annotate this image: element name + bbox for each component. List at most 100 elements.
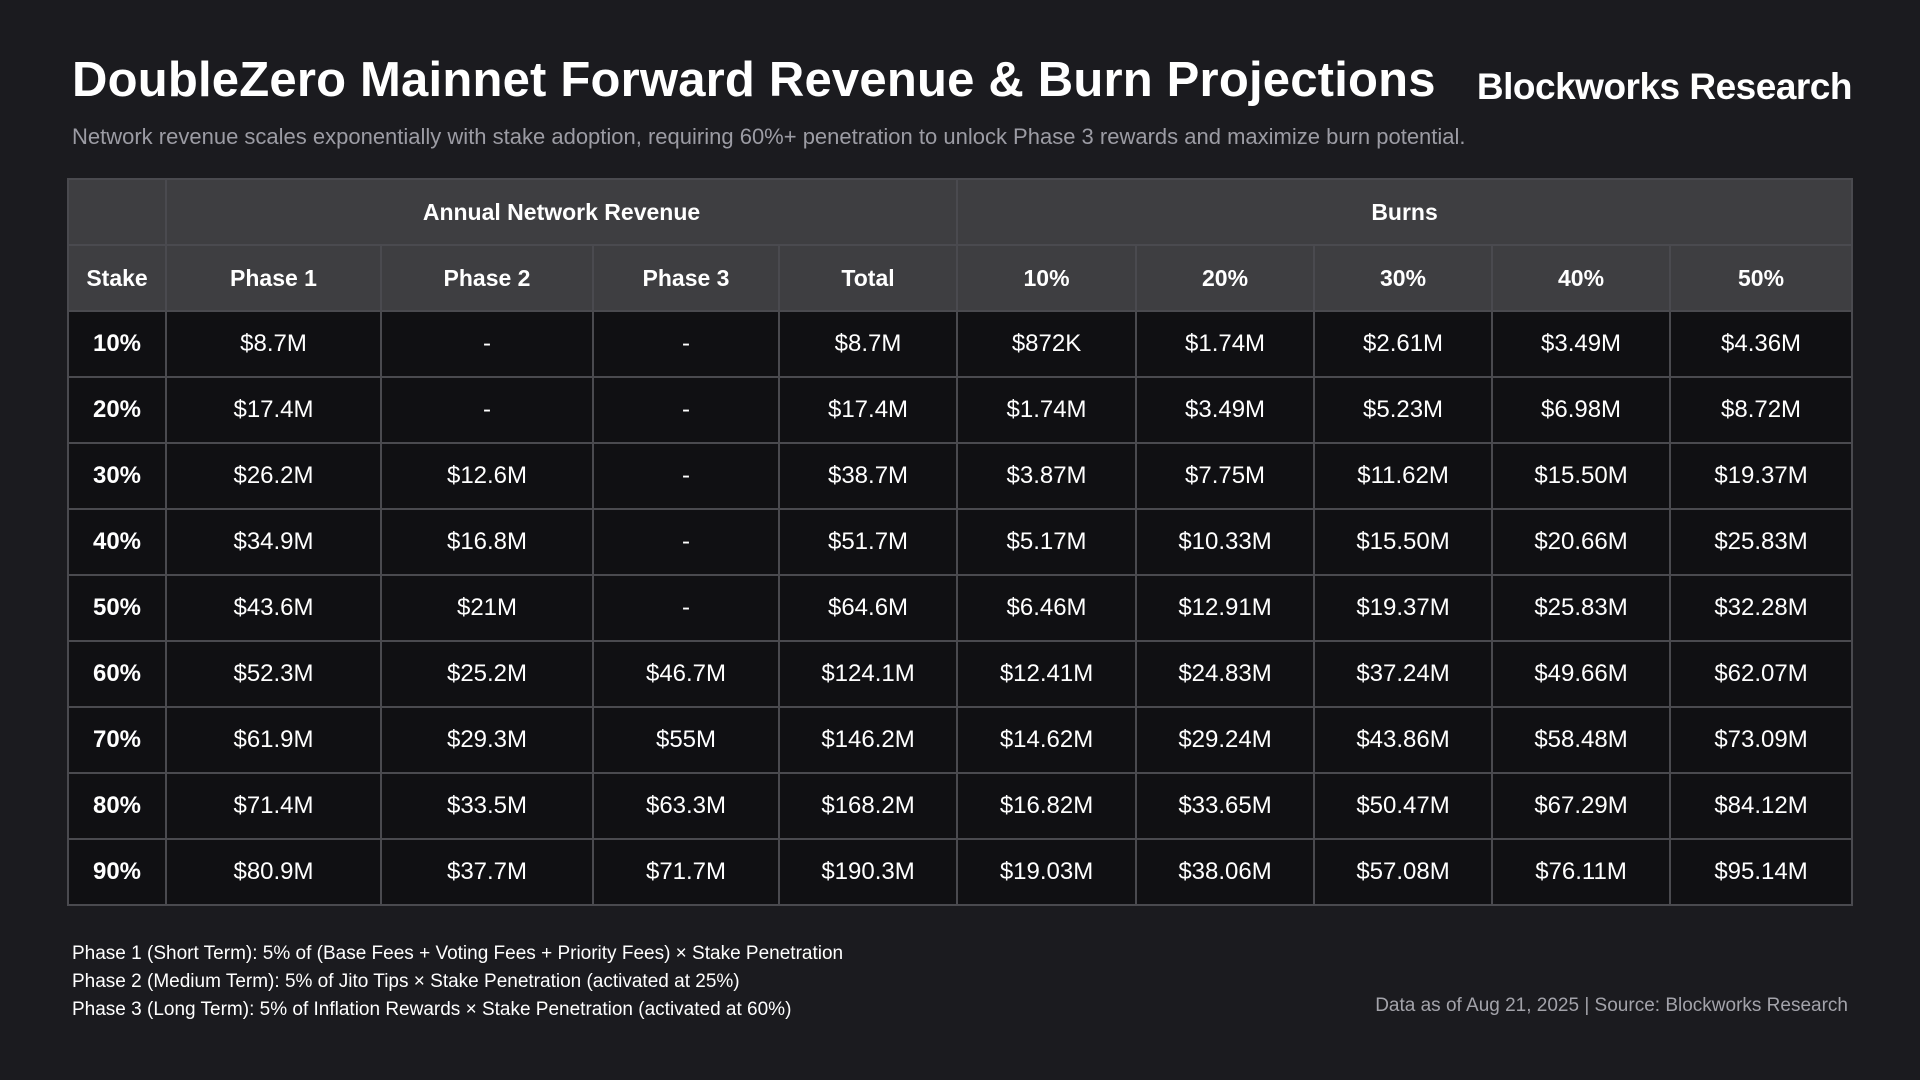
table-cell: $25.2M — [380, 640, 594, 708]
footnote-phase-2: Phase 2 (Medium Term): 5% of Jito Tips ×… — [72, 971, 740, 992]
table-cell: $8.7M — [165, 310, 382, 378]
column-header: Phase 3 — [592, 244, 780, 312]
source-note: Data as of Aug 21, 2025 | Source: Blockw… — [1375, 995, 1848, 1016]
stake-cell: 20% — [67, 376, 167, 444]
table-cell: $6.98M — [1491, 376, 1672, 444]
table-cell: - — [592, 574, 780, 642]
table-cell: $38.06M — [1135, 838, 1316, 906]
column-header: Stake — [67, 244, 167, 312]
table-cell: - — [592, 376, 780, 444]
table-cell: $61.9M — [165, 706, 382, 774]
column-header: Phase 2 — [380, 244, 594, 312]
table-cell: $124.1M — [777, 640, 959, 708]
table-cell: $4.36M — [1669, 310, 1854, 378]
stake-cell: 80% — [67, 772, 167, 840]
stake-cell: 10% — [67, 310, 167, 378]
table-cell: $95.14M — [1669, 838, 1854, 906]
table-cell: $8.7M — [777, 310, 959, 378]
table-row: 90% $80.9M $37.7M $71.7M $190.3M $19.03M $38.0… — [67, 838, 1854, 906]
table-cell: $55M — [592, 706, 780, 774]
table-cell: $37.7M — [380, 838, 594, 906]
table-row: 20% $17.4M - - $17.4M $1.74M $3.49M $5.23M $6.98… — [67, 376, 1854, 444]
footnote-phase-1: Phase 1 (Short Term): 5% of (Base Fees +… — [72, 943, 844, 964]
column-header: 10% — [956, 244, 1138, 312]
column-group-header-row: Annual Network Revenue Burns — [67, 178, 1854, 246]
table-cell: - — [592, 442, 780, 510]
column-group-header — [67, 178, 167, 246]
table-row: 60% $52.3M $25.2M $46.7M $124.1M $12.41M $24.8… — [67, 640, 1854, 708]
methodology-footnotes: Phase 1 (Short Term): 5% of (Base Fees +… — [72, 940, 843, 1024]
table-cell: $34.9M — [165, 508, 382, 576]
table-cell: $19.37M — [1313, 574, 1494, 642]
table-cell: $29.24M — [1135, 706, 1316, 774]
stake-cell: 90% — [67, 838, 167, 906]
table-cell: $12.41M — [956, 640, 1138, 708]
column-header: 40% — [1491, 244, 1672, 312]
table-row: 50% $43.6M $21M - $64.6M $6.46M $12.91M $19.37M… — [67, 574, 1854, 642]
stake-cell: 60% — [67, 640, 167, 708]
table-cell: $11.62M — [1313, 442, 1494, 510]
stake-cell: 30% — [67, 442, 167, 510]
table-cell: $168.2M — [777, 772, 959, 840]
table-cell: $80.9M — [165, 838, 382, 906]
table-cell: $2.61M — [1313, 310, 1494, 378]
table-cell: - — [380, 376, 594, 444]
stake-cell: 70% — [67, 706, 167, 774]
table-cell: $12.6M — [380, 442, 594, 510]
column-header: 20% — [1135, 244, 1316, 312]
table-cell: $67.29M — [1491, 772, 1672, 840]
table-cell: $43.86M — [1313, 706, 1494, 774]
column-group-header: Burns — [956, 178, 1854, 246]
table-cell: $37.24M — [1313, 640, 1494, 708]
table-cell: $7.75M — [1135, 442, 1316, 510]
table-cell: $73.09M — [1669, 706, 1854, 774]
page-title: DoubleZero Mainnet Forward Revenue & Bur… — [72, 53, 1436, 107]
table-cell: $1.74M — [1135, 310, 1316, 378]
table-cell: $10.33M — [1135, 508, 1316, 576]
table-cell: $20.66M — [1491, 508, 1672, 576]
table-cell: $52.3M — [165, 640, 382, 708]
table-cell: $17.4M — [165, 376, 382, 444]
table-cell: $33.5M — [380, 772, 594, 840]
stake-cell: 50% — [67, 574, 167, 642]
table-cell: $3.49M — [1491, 310, 1672, 378]
table-cell: $33.65M — [1135, 772, 1316, 840]
table-cell: - — [592, 508, 780, 576]
table-cell: $25.83M — [1669, 508, 1854, 576]
table-cell: $19.03M — [956, 838, 1138, 906]
stake-cell: 40% — [67, 508, 167, 576]
table-cell: $6.46M — [956, 574, 1138, 642]
table-cell: $872K — [956, 310, 1138, 378]
table-cell: $43.6M — [165, 574, 382, 642]
table-cell: $58.48M — [1491, 706, 1672, 774]
table-cell: $57.08M — [1313, 838, 1494, 906]
brand-logo-text: Blockworks Research — [1476, 66, 1853, 107]
column-header: 30% — [1313, 244, 1494, 312]
table-cell: $14.62M — [956, 706, 1138, 774]
table-cell: $5.23M — [1313, 376, 1494, 444]
table-cell: - — [592, 310, 780, 378]
table-cell: $16.8M — [380, 508, 594, 576]
table-cell: $21M — [380, 574, 594, 642]
table-cell: $16.82M — [956, 772, 1138, 840]
table-row: 10% $8.7M - - $8.7M $872K $1.74M $2.61M $3.49M $4… — [67, 310, 1854, 378]
table-cell: $76.11M — [1491, 838, 1672, 906]
column-group-header: Annual Network Revenue — [164, 178, 959, 246]
table-cell: $3.49M — [1135, 376, 1316, 444]
table-cell: $24.83M — [1135, 640, 1316, 708]
table-cell: $3.87M — [956, 442, 1138, 510]
table-cell: $15.50M — [1491, 442, 1672, 510]
table-cell: $8.72M — [1669, 376, 1854, 444]
table-cell: $26.2M — [165, 442, 382, 510]
table-cell: $146.2M — [777, 706, 959, 774]
column-header: Total — [777, 244, 959, 312]
table-cell: $15.50M — [1313, 508, 1494, 576]
table-cell: $63.3M — [592, 772, 780, 840]
table-cell: $62.07M — [1669, 640, 1854, 708]
table-cell: $71.4M — [165, 772, 382, 840]
table-cell: $1.74M — [956, 376, 1138, 444]
table-cell: $71.7M — [592, 838, 780, 906]
table-cell: $46.7M — [592, 640, 780, 708]
column-header-row: Stake Phase 1 Phase 2 Phase 3 Total 10% 20% 30%… — [67, 244, 1854, 312]
